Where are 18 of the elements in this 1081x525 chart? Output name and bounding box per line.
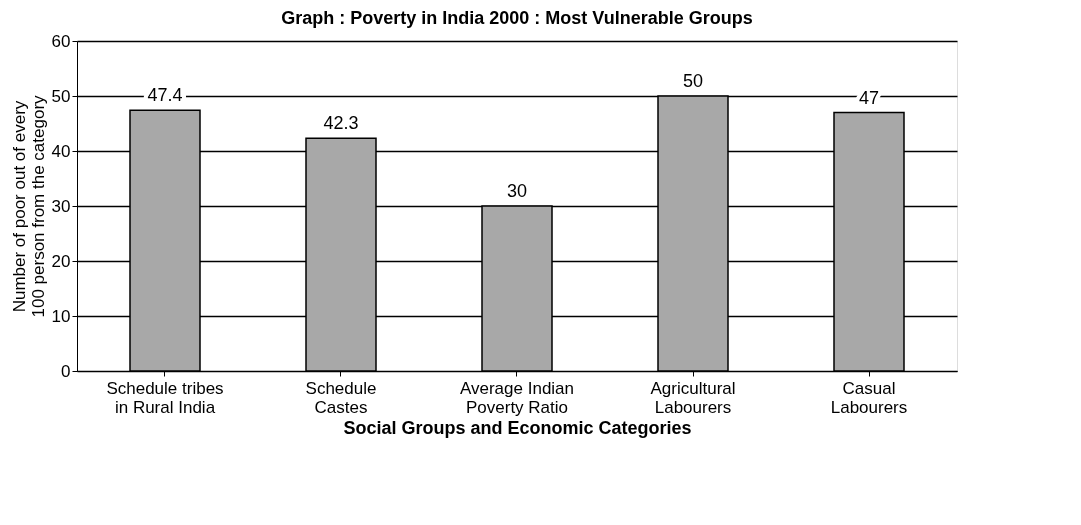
x-tick-label: Agricultural Labourers bbox=[650, 378, 736, 417]
data-label: 30 bbox=[506, 181, 528, 201]
x-tick-label: Average Indian Poverty Ratio bbox=[459, 378, 575, 417]
data-label: 50 bbox=[682, 71, 704, 91]
chart-title: Graph : Poverty in India 2000 : Most Vulnerable Groups bbox=[281, 8, 753, 28]
x-tick-label: Casual Labourers bbox=[830, 378, 908, 417]
y-axis-title: Number of poor out of every 100 person from the category bbox=[9, 94, 48, 318]
y-tick-label: 30 bbox=[51, 196, 71, 216]
y-tick-label: 0 bbox=[61, 361, 71, 381]
y-tick-label: 20 bbox=[51, 251, 71, 271]
y-tick-label: 40 bbox=[51, 141, 71, 161]
data-label: 42.3 bbox=[323, 113, 359, 134]
y-tick-label: 10 bbox=[51, 306, 71, 326]
x-axis-title: Social Groups and Economic Categories bbox=[343, 417, 692, 438]
x-tick-label: Schedule Castes bbox=[305, 378, 377, 417]
y-tick-label: 50 bbox=[51, 86, 71, 106]
y-tick-label: 60 bbox=[51, 31, 71, 51]
x-tick-label: Schedule tribes in Rural India bbox=[106, 378, 224, 417]
